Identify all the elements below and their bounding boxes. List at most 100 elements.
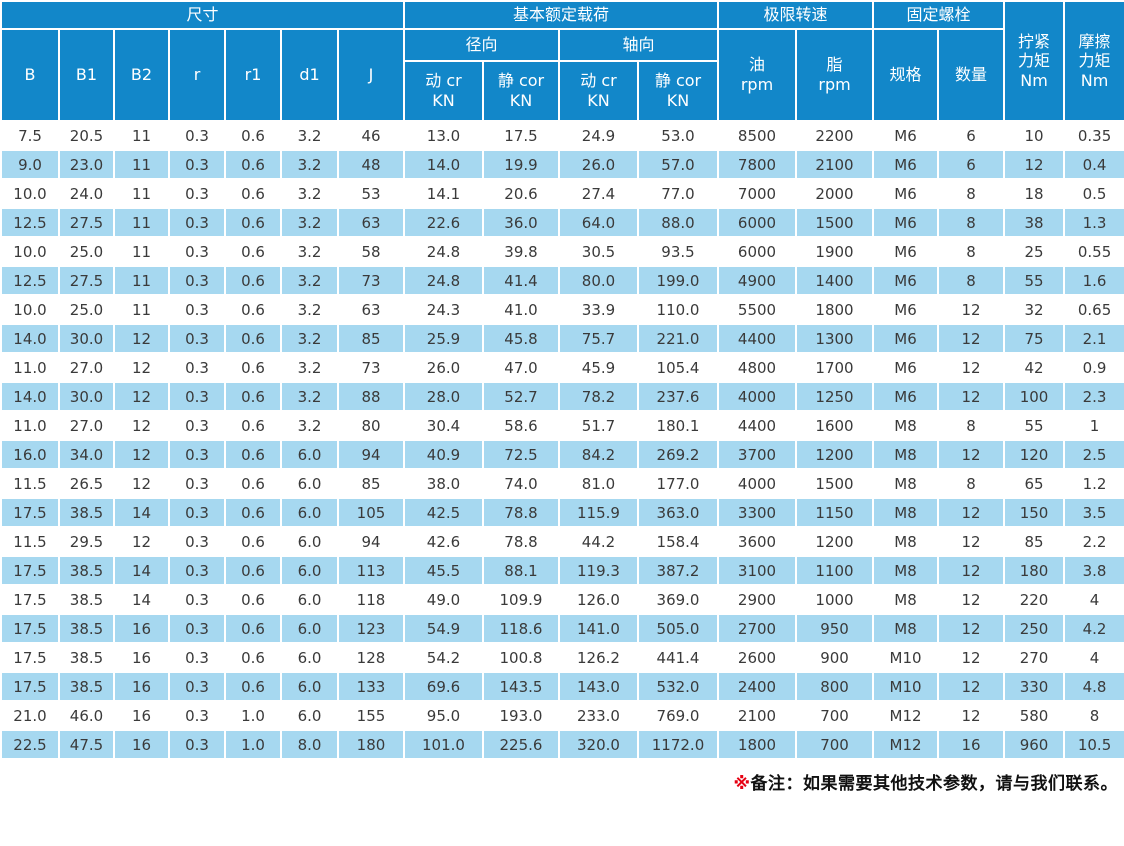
table-row: 11.0 27.0 12 0.3 0.6 3.2 80 30.4 58.6 51.7 180.1 44…	[0, 410, 1124, 441]
cell: 2700	[717, 613, 798, 644]
cell: 8	[937, 178, 1006, 209]
cell: 3.2	[280, 178, 339, 209]
cell: 100	[1003, 381, 1066, 412]
cell: 270	[1003, 642, 1066, 673]
cell: 0.6	[224, 439, 282, 470]
cell: 0.3	[168, 555, 226, 586]
cell: 8	[937, 265, 1006, 296]
cell: 24.3	[403, 294, 484, 325]
cell: 78.8	[482, 497, 560, 528]
cell: 10	[1003, 120, 1066, 151]
cell: 2000	[795, 178, 875, 209]
table-body: 7.5 20.5 11 0.3 0.6 3.2 46 13.0 17.5 24.9 53.0 8500…	[0, 120, 1124, 760]
cell: 6.0	[280, 468, 339, 499]
cell: 0.3	[168, 265, 226, 296]
cell: 0.3	[168, 323, 226, 354]
cell: M12	[872, 700, 940, 731]
cell: 48	[337, 149, 405, 180]
cell: 1250	[795, 381, 875, 412]
cell: 77.0	[636, 178, 720, 209]
cell: 3.2	[280, 323, 339, 354]
cell: 75	[1003, 323, 1066, 354]
cell: 8	[937, 410, 1006, 441]
cell: 0.6	[224, 149, 282, 180]
cell: 10.0	[0, 294, 60, 325]
cell: 17.5	[0, 642, 60, 673]
cell: 26.5	[58, 468, 115, 499]
cell: 12.5	[0, 265, 60, 296]
cell: 12	[937, 613, 1006, 644]
cell: 7800	[717, 149, 798, 180]
cell: 12	[937, 497, 1006, 528]
cell: 26.0	[403, 352, 484, 383]
cell: 233.0	[558, 700, 639, 731]
cell: 105	[337, 497, 405, 528]
table-row: 11.5 26.5 12 0.3 0.6 6.0 85 38.0 74.0 81.0 177.0 40…	[0, 468, 1124, 499]
cell: 126.0	[558, 584, 639, 615]
cell: 1800	[717, 729, 798, 760]
cell: 0.6	[224, 207, 282, 238]
cell: 27.0	[58, 352, 115, 383]
cell: M6	[872, 178, 940, 209]
cell: 1	[1063, 410, 1124, 441]
cell: 41.0	[482, 294, 560, 325]
cell: 320.0	[558, 729, 639, 760]
cell: 133	[337, 671, 405, 702]
cell: 100.8	[482, 642, 560, 673]
cell: 0.3	[168, 178, 226, 209]
cell: 0.55	[1063, 236, 1124, 267]
cell: 11	[113, 120, 170, 151]
cell: 47.5	[58, 729, 115, 760]
cell: 0.3	[168, 642, 226, 673]
table-row: 16.0 34.0 12 0.3 0.6 6.0 94 40.9 72.5 84.2 269.2 37…	[0, 439, 1124, 470]
cell: 269.2	[636, 439, 720, 470]
cell: 14	[113, 555, 170, 586]
cell: 32	[1003, 294, 1066, 325]
cell: 25.0	[58, 236, 115, 267]
cell: 6.0	[280, 555, 339, 586]
cell: 0.65	[1063, 294, 1124, 325]
cell: 180	[1003, 555, 1066, 586]
cell: 38.5	[58, 497, 115, 528]
cell: 3.2	[280, 120, 339, 151]
cell: 3700	[717, 439, 798, 470]
cell: 17.5	[0, 671, 60, 702]
cell: 0.6	[224, 265, 282, 296]
cell: 1600	[795, 410, 875, 441]
cell: 80.0	[558, 265, 639, 296]
cell: M10	[872, 671, 940, 702]
cell: 22.5	[0, 729, 60, 760]
cell: 88.0	[636, 207, 720, 238]
footnote-marker: ※	[733, 774, 751, 794]
cell: 0.6	[224, 178, 282, 209]
cell: 6.0	[280, 700, 339, 731]
cell: 20.6	[482, 178, 560, 209]
cell: 12	[937, 642, 1006, 673]
cell: 3.2	[280, 236, 339, 267]
cell: 12	[937, 671, 1006, 702]
cell: 17.5	[0, 584, 60, 615]
cell: 221.0	[636, 323, 720, 354]
cell: 0.3	[168, 584, 226, 615]
cell: 1.0	[224, 700, 282, 731]
cell: 0.6	[224, 613, 282, 644]
cell: 11	[113, 207, 170, 238]
cell: 38.0	[403, 468, 484, 499]
cell: 115.9	[558, 497, 639, 528]
cell: M6	[872, 265, 940, 296]
header-col-B2: B2	[113, 28, 170, 122]
cell: 80	[337, 410, 405, 441]
cell: 0.4	[1063, 149, 1124, 180]
cell: 0.3	[168, 149, 226, 180]
cell: 12	[113, 352, 170, 383]
cell: 769.0	[636, 700, 720, 731]
cell: 0.6	[224, 584, 282, 615]
cell: 6000	[717, 207, 798, 238]
cell: 158.4	[636, 526, 720, 557]
cell: 58.6	[482, 410, 560, 441]
cell: 58	[337, 236, 405, 267]
cell: 30.0	[58, 323, 115, 354]
cell: 2400	[717, 671, 798, 702]
cell: 9.0	[0, 149, 60, 180]
cell: 2.2	[1063, 526, 1124, 557]
